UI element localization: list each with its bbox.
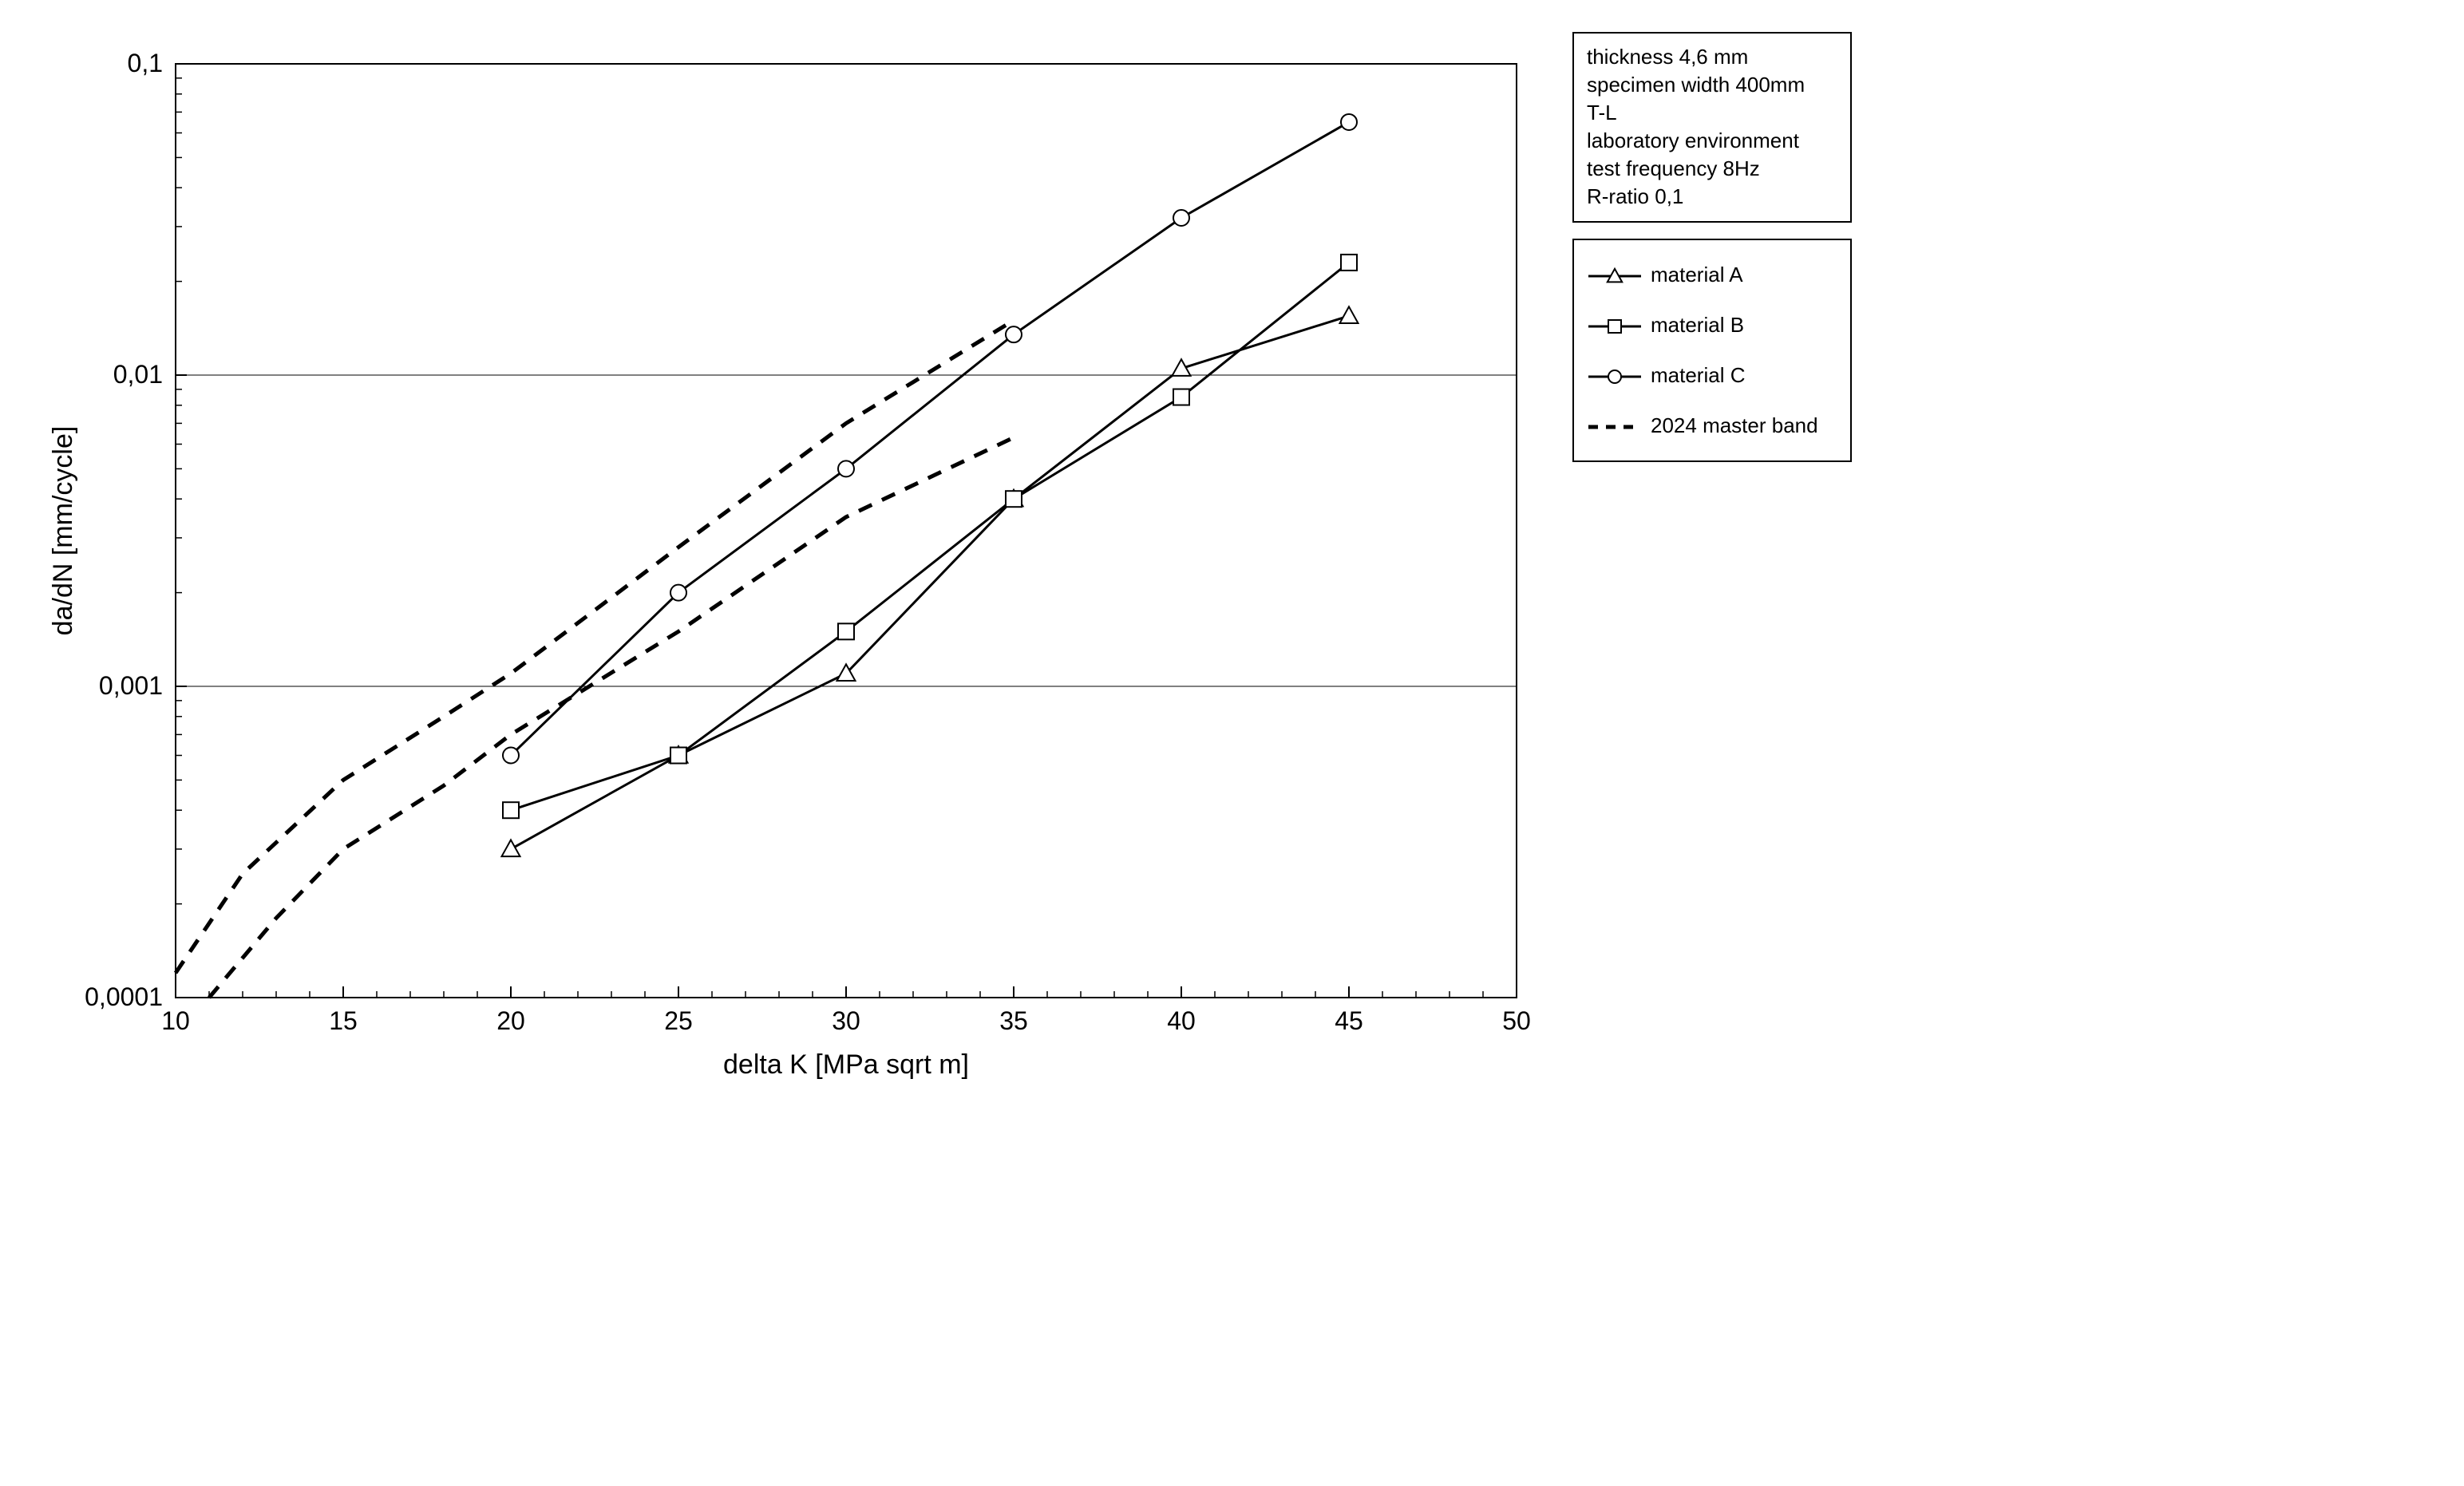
svg-text:25: 25 bbox=[664, 1006, 693, 1035]
svg-text:0,0001: 0,0001 bbox=[85, 982, 163, 1011]
svg-text:delta K [MPa sqrt m]: delta K [MPa sqrt m] bbox=[723, 1049, 969, 1080]
legend-label: 2024 master band bbox=[1651, 412, 1818, 440]
svg-text:50: 50 bbox=[1502, 1006, 1531, 1035]
info-line: R-ratio 0,1 bbox=[1587, 183, 1837, 211]
svg-text:35: 35 bbox=[999, 1006, 1028, 1035]
legend-sample-icon bbox=[1587, 265, 1643, 284]
svg-text:15: 15 bbox=[329, 1006, 358, 1035]
info-line: thickness 4,6 mm bbox=[1587, 43, 1837, 71]
legend-item-master_band_upper: 2024 master band bbox=[1587, 412, 1837, 440]
legend-item-material_c: material C bbox=[1587, 362, 1837, 389]
legend-box: material A material B material C 2024 maste… bbox=[1572, 239, 1852, 462]
info-line: laboratory environment bbox=[1587, 127, 1837, 155]
info-line: specimen width 400mm bbox=[1587, 71, 1837, 99]
svg-text:0,001: 0,001 bbox=[99, 671, 163, 700]
legend-item-material_a: material A bbox=[1587, 261, 1837, 289]
legend-sample-icon bbox=[1587, 315, 1643, 334]
svg-text:45: 45 bbox=[1335, 1006, 1363, 1035]
info-line: T-L bbox=[1587, 99, 1837, 127]
legend-item-material_b: material B bbox=[1587, 311, 1837, 339]
legend-label: material A bbox=[1651, 261, 1743, 289]
svg-text:0,01: 0,01 bbox=[113, 360, 163, 389]
figure-root: 0,0001 0,001 0,01 0,1 10 15 20 25 30 35 40 45 50 delt… bbox=[32, 32, 2432, 1105]
legend-label: material B bbox=[1651, 311, 1744, 339]
side-column: thickness 4,6 mmspecimen width 400mmT-Ll… bbox=[1572, 32, 1852, 462]
info-line: test frequency 8Hz bbox=[1587, 155, 1837, 183]
chart-area: 0,0001 0,001 0,01 0,1 10 15 20 25 30 35 40 45 50 delt… bbox=[32, 32, 1548, 1105]
legend-sample-icon bbox=[1587, 366, 1643, 385]
svg-text:30: 30 bbox=[832, 1006, 860, 1035]
svg-text:20: 20 bbox=[496, 1006, 525, 1035]
legend-sample-icon bbox=[1587, 416, 1643, 435]
svg-text:da/dN [mm/cycle]: da/dN [mm/cycle] bbox=[48, 426, 78, 636]
info-box: thickness 4,6 mmspecimen width 400mmT-Ll… bbox=[1572, 32, 1852, 223]
svg-text:40: 40 bbox=[1167, 1006, 1196, 1035]
svg-text:0,1: 0,1 bbox=[128, 49, 163, 77]
svg-text:10: 10 bbox=[161, 1006, 190, 1035]
legend-label: material C bbox=[1651, 362, 1745, 389]
chart-svg: 0,0001 0,001 0,01 0,1 10 15 20 25 30 35 40 45 50 delt… bbox=[32, 32, 1548, 1101]
